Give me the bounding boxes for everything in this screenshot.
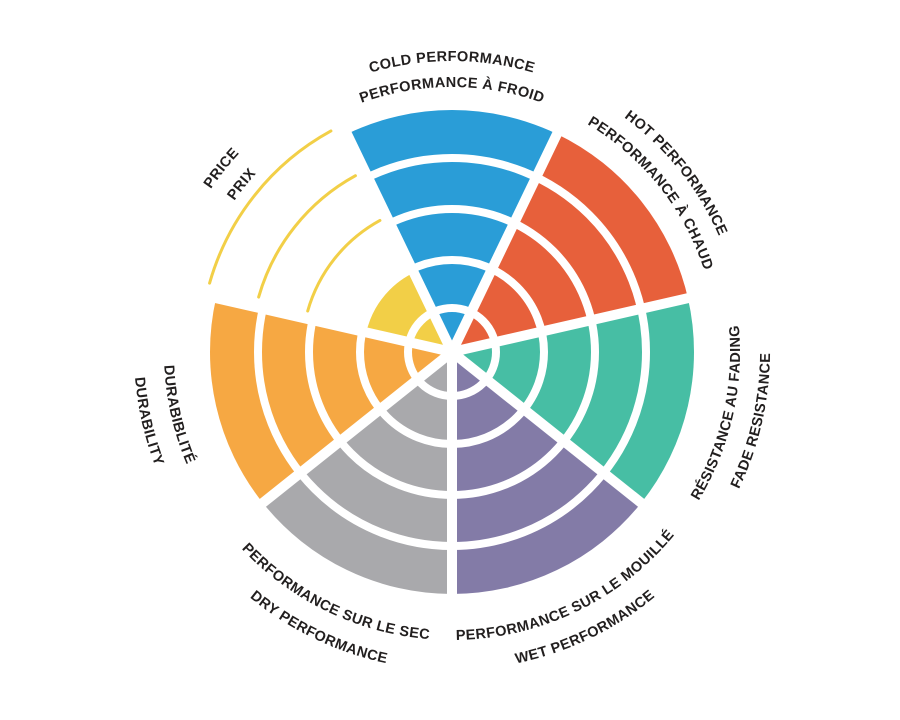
sector-divider-4: [448, 348, 651, 512]
sector-divider-7: [207, 291, 454, 357]
price-outline-level-3: [306, 218, 382, 313]
price-outline-level-4: [257, 174, 357, 299]
price-outline-level-5: [208, 129, 333, 285]
cold-performance-sector-wedge: [347, 110, 557, 352]
sector-divider-3: [450, 291, 697, 357]
durability-label-en: DURABILITY: [131, 376, 167, 468]
sector-divider-6: [253, 348, 456, 512]
cold-performance-label-en: COLD PERFORMANCE: [367, 49, 536, 76]
cold-performance-label-fr: PERFORMANCE À FROID: [358, 75, 547, 107]
hot-performance-sector-wedge: [452, 133, 688, 352]
durability-label-fr: DURABIBLITÉ: [160, 365, 199, 467]
sector-divider-1: [339, 124, 457, 355]
wet-performance-sector-wedge: [452, 352, 642, 594]
dry-performance-sector-wedge: [262, 352, 452, 594]
durability-sector-wedge: [210, 298, 452, 503]
fade-resistance-sector-wedge: [452, 298, 694, 503]
sector-divider-2: [447, 124, 565, 355]
